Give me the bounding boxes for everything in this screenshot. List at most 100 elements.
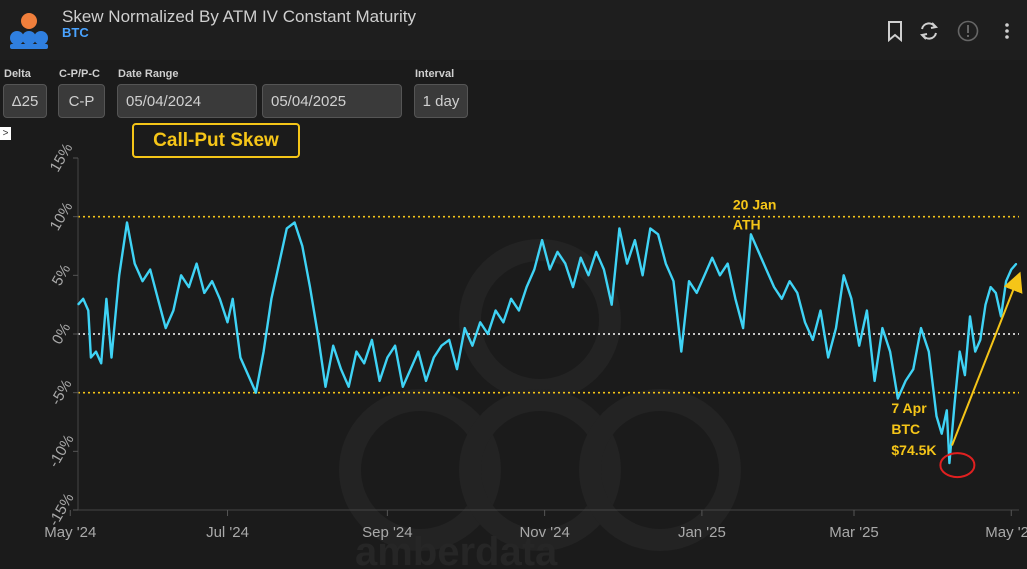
data-point (118, 274, 120, 276)
data-point (796, 292, 798, 294)
data-point (211, 280, 213, 282)
data-point (812, 339, 814, 341)
data-point (974, 351, 976, 353)
data-point (510, 298, 512, 300)
data-point (703, 274, 706, 276)
data-point (402, 386, 404, 388)
data-point (165, 327, 167, 329)
data-point (332, 345, 334, 347)
data-point (77, 304, 79, 306)
data-point (928, 351, 930, 353)
y-tick-label: 0% (49, 320, 75, 347)
data-point (758, 251, 760, 253)
data-point (912, 368, 914, 370)
date-start-input[interactable]: 05/04/2024 (117, 84, 257, 118)
data-point (941, 433, 943, 435)
data-point (696, 292, 698, 294)
interval-select[interactable]: 1 day (414, 84, 468, 118)
delta-select[interactable]: Δ25 (3, 84, 47, 118)
data-point (1010, 268, 1012, 271)
date-end-input[interactable]: 05/04/2025 (262, 84, 402, 118)
data-point (946, 409, 948, 411)
data-point (180, 274, 182, 276)
more-icon[interactable] (996, 20, 1018, 42)
data-point (203, 292, 205, 294)
data-point (874, 380, 876, 382)
info-icon[interactable] (957, 20, 979, 42)
data-point (1000, 315, 1002, 317)
data-point (348, 386, 350, 388)
data-point (979, 339, 981, 341)
x-tick-label: May '24 (44, 524, 96, 541)
data-point (665, 263, 667, 265)
data-point (1015, 263, 1018, 265)
data-point (270, 298, 272, 300)
data-point (502, 321, 504, 323)
data-point (110, 356, 113, 359)
data-point (948, 462, 950, 464)
data-point (533, 268, 535, 271)
data-point (626, 263, 628, 265)
data-point (904, 380, 907, 382)
data-point (87, 309, 89, 312)
data-point (95, 351, 97, 353)
data-point (518, 309, 520, 312)
interval-label: Interval (415, 68, 455, 80)
sidebar-toggle-button[interactable]: > (0, 127, 11, 140)
chart-controls: Delta Δ25 C-P/P-C C-P Date Range 05/04/2… (0, 60, 1027, 122)
data-point (935, 415, 938, 417)
data-point (819, 309, 822, 312)
data-point (866, 309, 868, 312)
data-point (773, 286, 775, 288)
data-point (711, 257, 713, 259)
data-point (897, 397, 899, 400)
data-point (425, 380, 427, 382)
annotation-line: 20 Jan (733, 196, 777, 212)
data-point (263, 351, 265, 353)
data-point (487, 333, 489, 335)
data-point (858, 345, 860, 347)
data-point (984, 304, 987, 306)
data-point (850, 298, 853, 300)
x-tick-label: Mar '25 (829, 524, 879, 541)
data-point (247, 374, 249, 376)
data-point (572, 286, 574, 288)
data-point (618, 227, 620, 229)
y-tick-label: -10% (45, 432, 77, 471)
bookmark-icon[interactable] (884, 20, 906, 42)
data-point (232, 298, 234, 300)
refresh-icon[interactable] (918, 20, 940, 42)
cp-select[interactable]: C-P (58, 84, 105, 118)
data-point (843, 274, 845, 276)
data-point (995, 292, 997, 294)
data-point (456, 368, 458, 370)
data-point (727, 263, 729, 265)
data-point (278, 263, 280, 265)
data-point (355, 351, 358, 353)
data-point (881, 327, 883, 329)
data-point (448, 339, 450, 341)
data-point (293, 221, 296, 224)
x-tick-label: Nov '24 (519, 524, 569, 541)
data-point (804, 321, 806, 323)
data-point (835, 327, 837, 329)
data-point (363, 362, 365, 364)
trend-arrow (951, 271, 1023, 446)
amberdata-logo-icon (10, 13, 48, 49)
data-point (100, 362, 102, 364)
data-point (953, 403, 956, 405)
data-point (719, 274, 721, 276)
data-point (742, 327, 744, 329)
data-point (386, 356, 388, 359)
data-point (734, 298, 737, 300)
annotation-line: ATH (733, 216, 761, 232)
low-marker-circle (939, 452, 976, 479)
data-point (634, 239, 636, 241)
legend-call-put-skew[interactable]: Call-Put Skew (132, 123, 300, 158)
chart-title: Skew Normalized By ATM IV Constant Matur… (62, 7, 416, 26)
asset-label: BTC (62, 25, 89, 40)
data-point (126, 221, 128, 224)
annotation-line: BTC (891, 421, 920, 437)
date-range-label: Date Range (118, 68, 179, 80)
data-point (964, 374, 966, 376)
